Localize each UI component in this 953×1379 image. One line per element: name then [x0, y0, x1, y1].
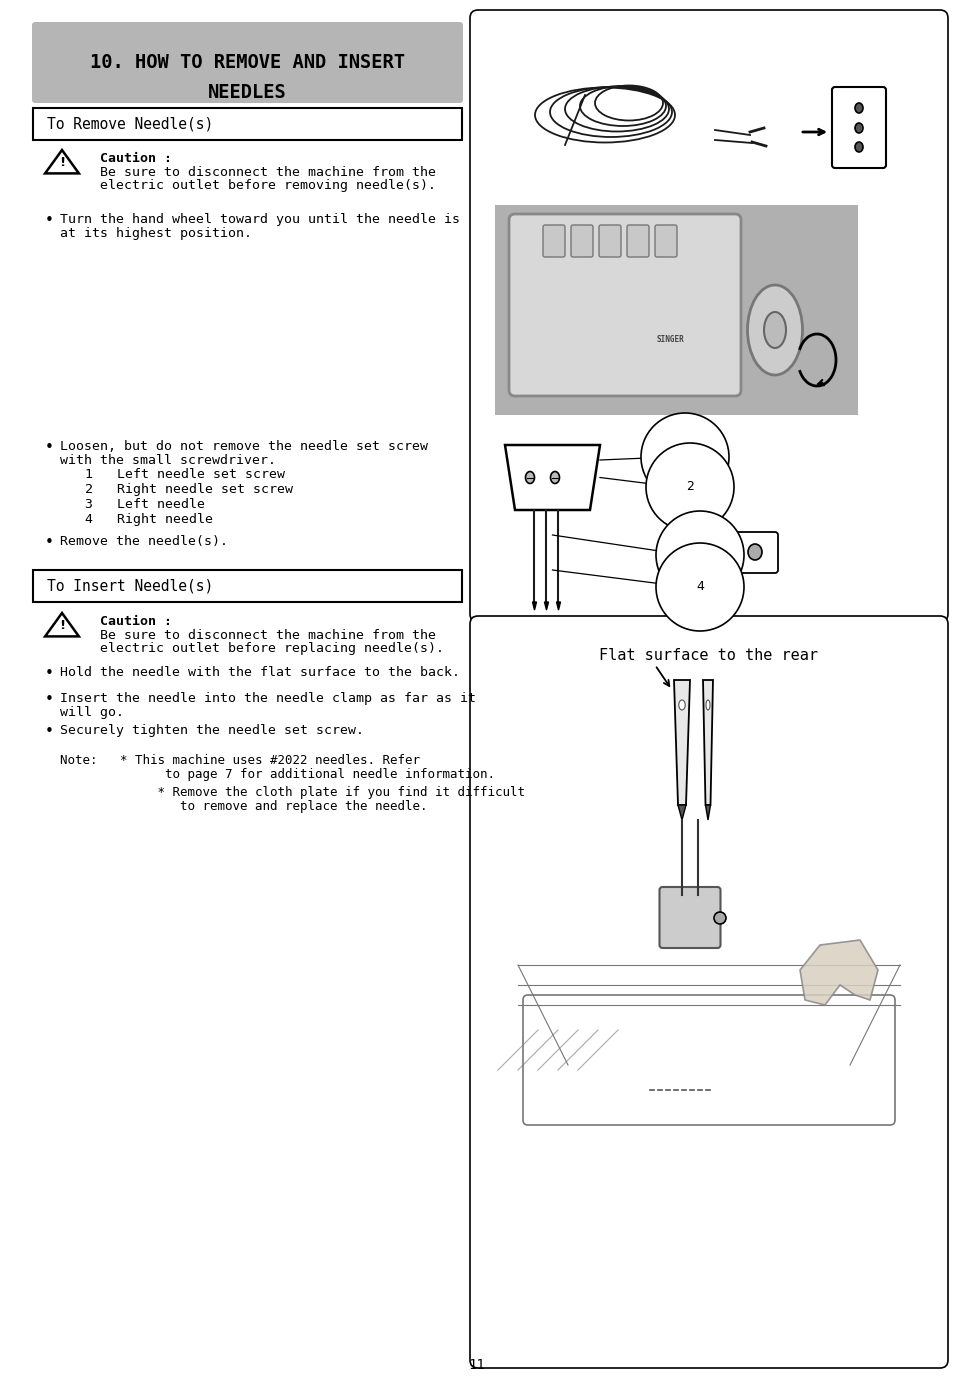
Polygon shape: [504, 445, 599, 510]
Ellipse shape: [525, 472, 534, 484]
Ellipse shape: [854, 103, 862, 113]
Polygon shape: [532, 603, 536, 610]
Bar: [495, 205, 857, 415]
Polygon shape: [556, 603, 560, 610]
Ellipse shape: [679, 701, 684, 710]
Text: 4: 4: [696, 581, 703, 593]
FancyBboxPatch shape: [655, 225, 677, 256]
Text: Be sure to disconnect the machine from the: Be sure to disconnect the machine from t…: [100, 165, 436, 179]
Polygon shape: [678, 805, 685, 821]
Text: 4   Right needle: 4 Right needle: [85, 513, 213, 525]
Ellipse shape: [713, 912, 725, 924]
Text: Hold the needle with the flat surface to the back.: Hold the needle with the flat surface to…: [60, 666, 459, 678]
Text: Flat surface to the rear: Flat surface to the rear: [598, 648, 818, 663]
Ellipse shape: [747, 285, 801, 375]
Ellipse shape: [705, 701, 709, 710]
Text: to page 7 for additional needle information.: to page 7 for additional needle informat…: [60, 768, 495, 781]
Text: * Remove the cloth plate if you find it difficult: * Remove the cloth plate if you find it …: [75, 786, 524, 798]
Text: Securely tighten the needle set screw.: Securely tighten the needle set screw.: [60, 724, 364, 736]
Text: Turn the hand wheel toward you until the needle is: Turn the hand wheel toward you until the…: [60, 212, 459, 226]
Text: to remove and replace the needle.: to remove and replace the needle.: [75, 800, 427, 814]
Text: Caution :: Caution :: [100, 615, 172, 627]
FancyBboxPatch shape: [598, 225, 620, 256]
Text: 2: 2: [685, 480, 693, 494]
Text: •: •: [45, 666, 53, 681]
FancyBboxPatch shape: [542, 225, 564, 256]
Ellipse shape: [854, 123, 862, 132]
FancyBboxPatch shape: [831, 87, 885, 168]
Text: electric outlet before removing needle(s).: electric outlet before removing needle(s…: [100, 179, 436, 192]
Polygon shape: [544, 603, 548, 610]
Text: 1: 1: [680, 451, 688, 463]
Ellipse shape: [763, 312, 785, 348]
Text: !: !: [59, 156, 65, 170]
FancyBboxPatch shape: [33, 108, 461, 141]
Text: To Insert Needle(s): To Insert Needle(s): [47, 579, 213, 593]
Polygon shape: [705, 805, 710, 821]
Ellipse shape: [722, 543, 737, 560]
Ellipse shape: [854, 142, 862, 152]
Polygon shape: [45, 614, 79, 636]
Text: Insert the needle into the needle clamp as far as it: Insert the needle into the needle clamp …: [60, 692, 476, 705]
FancyBboxPatch shape: [571, 225, 593, 256]
FancyBboxPatch shape: [32, 22, 462, 103]
Text: Caution :: Caution :: [100, 152, 172, 165]
Text: Remove the needle(s).: Remove the needle(s).: [60, 535, 228, 547]
Text: Note:   * This machine uses #2022 needles. Refer: Note: * This machine uses #2022 needles.…: [60, 754, 419, 767]
Ellipse shape: [747, 543, 761, 560]
FancyBboxPatch shape: [509, 214, 740, 396]
Text: Loosen, but do not remove the needle set screw: Loosen, but do not remove the needle set…: [60, 440, 428, 452]
FancyBboxPatch shape: [711, 532, 778, 574]
Text: Be sure to disconnect the machine from the: Be sure to disconnect the machine from t…: [100, 629, 436, 643]
Text: electric outlet before replacing needle(s).: electric outlet before replacing needle(…: [100, 643, 443, 655]
Text: To Remove Needle(s): To Remove Needle(s): [47, 116, 213, 131]
Text: 10. HOW TO REMOVE AND INSERT: 10. HOW TO REMOVE AND INSERT: [90, 54, 405, 73]
Text: NEEDLES: NEEDLES: [208, 84, 287, 102]
Text: •: •: [45, 212, 53, 228]
Text: SINGER: SINGER: [656, 335, 683, 345]
Polygon shape: [45, 150, 79, 174]
Polygon shape: [673, 680, 689, 805]
Polygon shape: [702, 680, 712, 805]
Ellipse shape: [550, 472, 558, 484]
Text: •: •: [45, 440, 53, 455]
FancyBboxPatch shape: [470, 10, 947, 622]
Text: at its highest position.: at its highest position.: [60, 228, 252, 240]
FancyBboxPatch shape: [626, 225, 648, 256]
FancyBboxPatch shape: [470, 616, 947, 1368]
Text: will go.: will go.: [60, 706, 124, 718]
Text: 3   Left needle: 3 Left needle: [85, 498, 205, 512]
Text: 3: 3: [696, 549, 703, 561]
Text: 1   Left needle set screw: 1 Left needle set screw: [85, 467, 285, 481]
Text: with the small screwdriver.: with the small screwdriver.: [60, 454, 275, 467]
FancyBboxPatch shape: [659, 887, 720, 947]
Text: !: !: [59, 619, 65, 633]
Text: •: •: [45, 535, 53, 550]
Text: •: •: [45, 692, 53, 707]
Text: 2   Right needle set screw: 2 Right needle set screw: [85, 483, 293, 496]
Polygon shape: [800, 940, 877, 1005]
FancyBboxPatch shape: [33, 570, 461, 603]
Text: •: •: [45, 724, 53, 739]
Text: 11: 11: [468, 1358, 485, 1372]
